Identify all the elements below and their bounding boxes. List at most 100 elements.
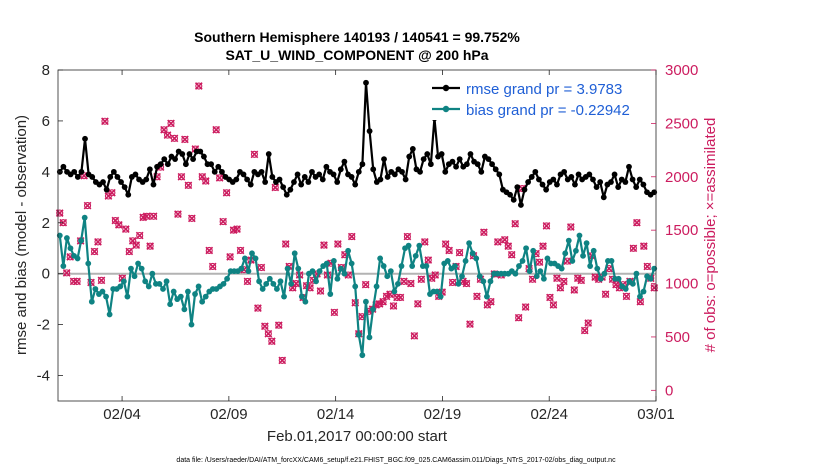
y-axis-right: 0 500 1000 1500 2000 2500 3000 (651, 62, 698, 399)
obs-possible-marker (522, 303, 530, 311)
obs-possible-marker (101, 117, 109, 125)
obs-possible-marker (515, 314, 523, 322)
obs-possible-marker (132, 241, 140, 249)
y-right-tick-label: 500 (665, 329, 690, 346)
rmse-point (572, 181, 578, 188)
obs-possible-marker (539, 242, 547, 250)
y-right-tick-label: 2500 (665, 115, 698, 132)
obs-assimilated-marker (261, 322, 269, 331)
bias-point (512, 270, 519, 277)
rmse-point (305, 179, 312, 185)
bias-point (637, 293, 643, 300)
obs-assimilated-marker (83, 201, 92, 210)
rmse-point (575, 171, 582, 178)
bias-point (583, 240, 590, 247)
obs-assimilated-marker (417, 275, 426, 284)
obs-assimilated-marker (445, 246, 453, 255)
rmse-point (319, 176, 326, 183)
obs-assimilated-marker (334, 240, 342, 248)
obs-possible-marker (553, 274, 561, 282)
bias-point (106, 311, 113, 318)
obs-assimilated-marker (278, 356, 287, 365)
bias-point (540, 275, 547, 282)
obs-possible-marker (97, 276, 106, 284)
obs-assimilated-marker (521, 303, 530, 311)
legend-bias-marker (442, 105, 450, 113)
rmse-point (568, 174, 575, 180)
rmse-point (60, 163, 67, 170)
bias-point (81, 214, 88, 221)
obs-assimilated-marker (639, 242, 648, 251)
rmse-point (215, 163, 222, 170)
bias-point (195, 283, 202, 290)
bias-point (270, 280, 277, 287)
rmse-point (309, 168, 315, 175)
obs-assimilated-marker (330, 308, 339, 317)
obs-possible-marker (84, 202, 92, 210)
rmse-point (348, 174, 355, 180)
obs-assimilated-marker (556, 283, 565, 292)
obs-assimilated-marker (219, 217, 228, 226)
obs-possible-marker (268, 337, 276, 345)
obs-assimilated-marker (382, 292, 391, 301)
bias-series (56, 214, 658, 359)
bias-point (366, 334, 373, 341)
obs-assimilated-marker (566, 223, 575, 231)
obs-possible-marker (160, 126, 168, 134)
obs-assimilated-marker (504, 242, 513, 251)
obs-assimilated-marker (174, 210, 182, 219)
obs-assimilated-marker (170, 134, 179, 143)
rmse-point (265, 151, 272, 157)
rmse-point (478, 168, 485, 175)
obs-assimilated-marker (184, 181, 193, 190)
obs-assimilated-marker (580, 326, 589, 335)
obs-possible-marker (334, 240, 342, 248)
obs-possible-marker (386, 290, 394, 298)
obs-possible-marker (108, 189, 116, 197)
obs-possible-marker (629, 244, 637, 252)
obs-possible-marker (236, 246, 245, 254)
bias-point (519, 258, 526, 264)
rmse-point (258, 168, 265, 175)
rmse-point (337, 166, 344, 173)
rmse-point (359, 161, 366, 168)
rmse-point (626, 163, 632, 170)
obs-possible-marker (473, 292, 481, 300)
rmse-point (409, 146, 416, 152)
obs-assimilated-marker (542, 222, 551, 230)
obs-assimilated-marker (466, 320, 474, 328)
obs-assimilated-marker (254, 304, 262, 312)
rmse-point (640, 181, 647, 188)
obs-assimilated-marker (274, 321, 283, 330)
obs-possible-marker (556, 284, 564, 292)
obs-assimilated-marker (205, 246, 214, 255)
obs-possible-marker (403, 233, 411, 241)
bias-point (67, 245, 74, 252)
obs-possible-marker (348, 233, 356, 241)
obs-assimilated-marker (226, 252, 234, 261)
bias-point (341, 270, 348, 277)
bias-point (573, 247, 579, 254)
bias-point (526, 268, 533, 275)
rmse-point (247, 181, 254, 188)
rmse-point (485, 156, 492, 163)
obs-assimilated-marker (215, 173, 224, 182)
obs-possible-marker (501, 236, 509, 244)
chart-title: Southern Hemisphere 140193 / 140541 = 99… (194, 29, 520, 45)
obs-assimilated-marker (553, 274, 561, 283)
bias-point (587, 263, 594, 269)
obs-possible-marker (567, 223, 575, 231)
rmse-point (521, 186, 528, 193)
bias-point (259, 286, 266, 292)
obs-assimilated-marker (473, 292, 481, 301)
data-file-footnote: data file: /Users/raeder/DAI/ATM_forcXX/… (176, 457, 616, 464)
y-left-tick-label: 8 (42, 62, 50, 79)
rmse-point (71, 168, 78, 175)
rmse-point (539, 181, 546, 188)
bias-point (92, 286, 99, 292)
obs-possible-marker (487, 298, 495, 306)
y-right-tick-label: 0 (665, 382, 673, 399)
bias-point (469, 250, 476, 257)
rmse-point (161, 156, 168, 163)
obs-assimilated-marker (208, 262, 217, 271)
